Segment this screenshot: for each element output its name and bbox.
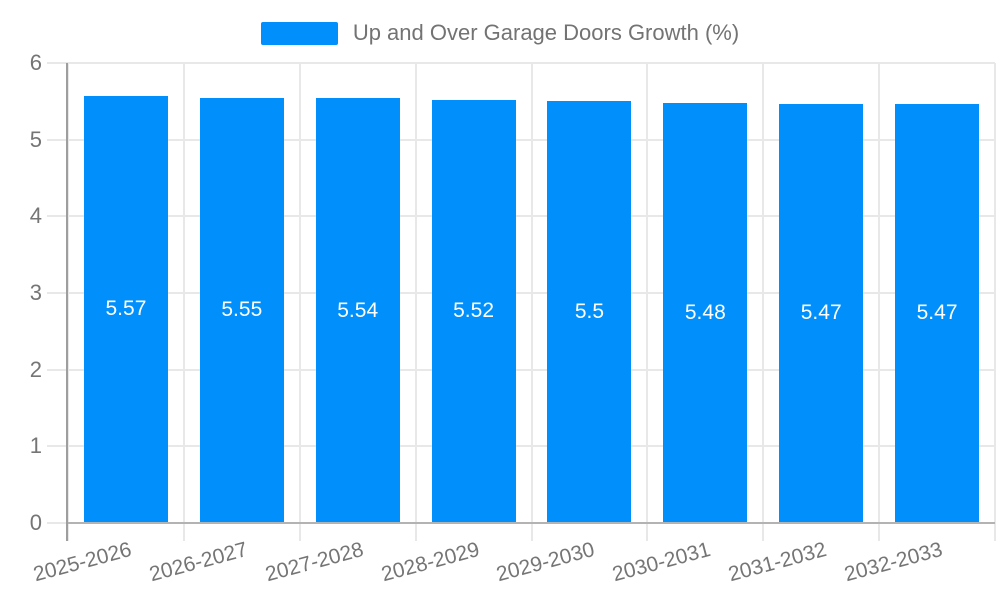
y-axis-label: 5: [29, 126, 42, 152]
y-axis-line: [66, 63, 68, 541]
y-gridline: [47, 292, 995, 294]
x-gridline: [530, 63, 533, 541]
bar-2030-2031: 5.48: [663, 102, 748, 523]
y-axis-label: 1: [29, 433, 42, 459]
y-axis-label: 0: [29, 510, 42, 535]
x-axis-line: [68, 522, 995, 524]
bar-value-label: 5.5: [574, 300, 605, 324]
y-gridline: [47, 215, 995, 218]
x-gridline: [878, 63, 881, 541]
bar-2026-2027: 5.55: [199, 97, 284, 523]
y-gridline: [47, 62, 995, 64]
x-gridline: [414, 63, 417, 541]
x-gridline: [646, 63, 649, 541]
y-axis-label: 6: [29, 50, 42, 75]
bar-value-label: 5.48: [684, 300, 726, 324]
x-gridline: [994, 63, 996, 541]
legend-label: Up and Over Garage Doors Growth (%): [352, 20, 740, 45]
bar-value-label: 5.55: [221, 298, 263, 322]
bar-value-label: 5.54: [337, 298, 379, 322]
x-gridline: [67, 63, 69, 541]
legend-swatch: [260, 21, 338, 45]
y-gridline: [47, 138, 995, 141]
bar-value-label: 5.47: [800, 301, 842, 325]
y-axis-label: 4: [29, 203, 42, 229]
bar-2025-2026: 5.57: [83, 95, 168, 523]
bar-2031-2032: 5.47: [779, 103, 864, 523]
y-gridline: [47, 368, 995, 371]
bar-2028-2029: 5.52: [431, 99, 516, 523]
bar-value-label: 5.52: [453, 299, 494, 323]
bar-value-label: 5.57: [105, 297, 147, 321]
bar-2027-2028: 5.54: [315, 98, 400, 523]
chart-legend-item[interactable]: Up and Over Garage Doors Growth (%): [0, 14, 1000, 52]
bar-value-label: 5.47: [916, 301, 958, 325]
y-gridline: [47, 445, 995, 448]
y-axis-label: 3: [29, 280, 42, 305]
y-axis-label: 2: [29, 356, 42, 382]
x-gridline: [182, 63, 185, 541]
x-gridline: [762, 63, 765, 541]
x-gridline: [298, 63, 301, 541]
bar-2029-2030: 5.5: [547, 101, 632, 523]
bar-2032-2033: 5.47: [895, 103, 980, 523]
